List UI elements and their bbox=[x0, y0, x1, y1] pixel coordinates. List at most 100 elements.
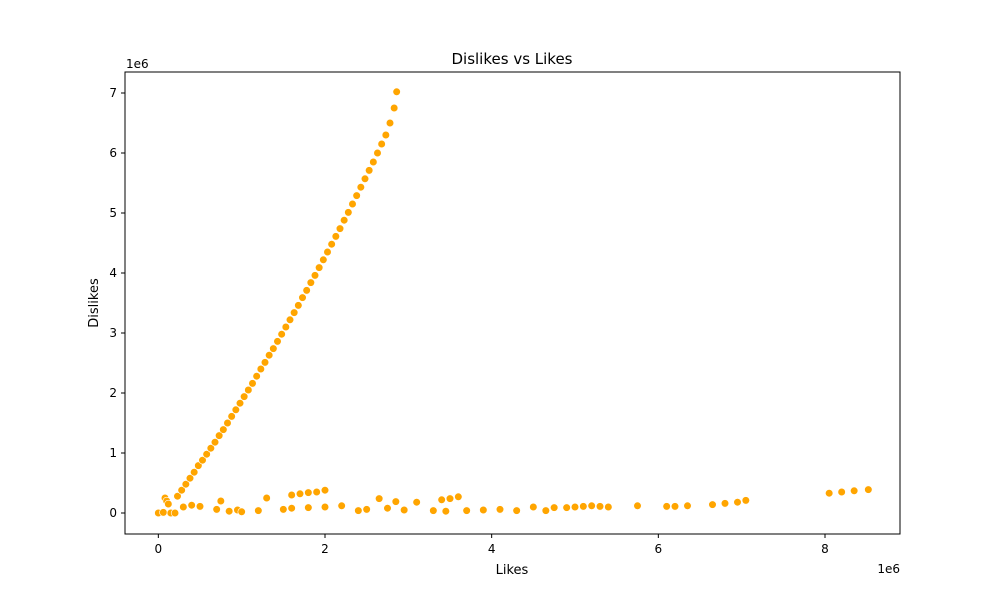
scatter-point bbox=[170, 508, 180, 518]
plot-frame bbox=[124, 71, 901, 535]
scatter-point bbox=[260, 358, 270, 367]
scatter-point bbox=[215, 431, 224, 440]
scatter-point bbox=[287, 490, 296, 500]
scatter-point bbox=[385, 118, 395, 128]
scatter-point bbox=[287, 504, 296, 513]
scatter-point bbox=[279, 505, 288, 514]
y-tick-label: 0 bbox=[109, 506, 117, 520]
scatter-point bbox=[741, 496, 750, 505]
scatter-point bbox=[181, 480, 190, 489]
scatter-point bbox=[529, 502, 538, 512]
scatter-point bbox=[302, 286, 311, 295]
scatter-point bbox=[344, 208, 353, 217]
scatter-point bbox=[273, 337, 282, 346]
scatter-point bbox=[708, 500, 717, 509]
y-tick-label: 2 bbox=[109, 386, 117, 400]
scatter-point bbox=[604, 502, 613, 512]
y-tick-label: 4 bbox=[109, 266, 117, 280]
scatter-point bbox=[315, 263, 324, 272]
chart-title: Dislikes vs Likes bbox=[451, 50, 572, 68]
scatter-point bbox=[164, 499, 173, 509]
scatter-point bbox=[248, 379, 257, 388]
x-axis-ticks: 0 2 4 6 8 bbox=[155, 534, 829, 556]
y-tick-label: 5 bbox=[109, 206, 117, 220]
scatter-point bbox=[562, 503, 571, 512]
scatter-point bbox=[400, 505, 409, 515]
points-layer bbox=[154, 87, 873, 518]
scatter-point bbox=[206, 444, 215, 453]
scatter-point bbox=[683, 501, 692, 510]
y-tick-label: 1 bbox=[109, 446, 117, 460]
scatter-point bbox=[304, 503, 313, 512]
scatter-point bbox=[391, 497, 400, 506]
scatter-point bbox=[319, 255, 328, 264]
scatter-point bbox=[310, 271, 320, 280]
scatter-point bbox=[412, 498, 421, 507]
scatter-point bbox=[587, 501, 596, 510]
scatter-point bbox=[252, 372, 261, 381]
scatter-point bbox=[202, 450, 211, 459]
scatter-point bbox=[223, 418, 232, 428]
scatter-point bbox=[365, 166, 374, 175]
scatter-point bbox=[662, 502, 671, 511]
x-tick-label: 8 bbox=[821, 542, 829, 556]
scatter-point bbox=[265, 351, 274, 360]
x-tick-label: 0 bbox=[155, 542, 163, 556]
scatter-point bbox=[352, 191, 361, 200]
scatter-point bbox=[390, 103, 399, 113]
x-axis-label: Likes bbox=[496, 563, 529, 578]
scatter-point bbox=[198, 456, 207, 465]
scatter-point bbox=[850, 486, 859, 495]
scatter-point bbox=[356, 183, 365, 192]
scatter-point bbox=[381, 130, 390, 140]
scatter-point bbox=[541, 506, 550, 515]
scatter-point bbox=[235, 399, 245, 408]
scatter-point bbox=[441, 507, 450, 516]
scatter-point bbox=[294, 301, 303, 310]
scatter-point bbox=[375, 494, 384, 503]
scatter-point bbox=[495, 505, 505, 514]
scatter-point bbox=[340, 216, 349, 225]
scatter-point bbox=[277, 330, 286, 339]
scatter-point bbox=[331, 232, 340, 241]
scatter-point bbox=[231, 405, 240, 414]
scatter-point bbox=[227, 412, 236, 421]
scatter-point bbox=[320, 502, 330, 512]
y-tick-label: 3 bbox=[109, 326, 117, 340]
scatter-point bbox=[194, 461, 203, 470]
scatter-point bbox=[304, 488, 313, 497]
scatter-point bbox=[254, 506, 263, 515]
scatter-point bbox=[269, 344, 278, 353]
scatter-point bbox=[179, 502, 188, 512]
scatter-point bbox=[354, 506, 363, 515]
scatter-point bbox=[295, 489, 305, 498]
scatter-point bbox=[362, 505, 371, 514]
scatter-point bbox=[285, 315, 295, 324]
scatter-point bbox=[195, 502, 205, 511]
scatter-point bbox=[262, 493, 271, 503]
scatter-point bbox=[256, 364, 265, 374]
x-tick-label: 4 bbox=[488, 542, 496, 556]
scatter-point bbox=[337, 501, 346, 510]
scatter-point bbox=[579, 502, 588, 511]
scatter-point bbox=[306, 278, 315, 287]
scatter-point bbox=[335, 224, 345, 233]
scatter-point bbox=[670, 502, 680, 511]
x-axis-offset-text: 1e6 bbox=[877, 562, 900, 576]
scatter-point bbox=[633, 501, 642, 510]
scatter-point bbox=[825, 489, 834, 498]
scatter-point bbox=[240, 392, 249, 401]
scatter-point bbox=[360, 174, 370, 183]
scatter-point bbox=[462, 506, 471, 515]
scatter-point bbox=[210, 438, 220, 447]
scatter-point bbox=[237, 507, 246, 516]
scatter-point bbox=[281, 322, 290, 332]
scatter-point bbox=[479, 505, 488, 515]
scatter-point bbox=[225, 507, 234, 516]
scatter-point bbox=[320, 486, 330, 495]
y-tick-label: 6 bbox=[109, 146, 117, 160]
scatter-point bbox=[327, 240, 336, 249]
scatter-point bbox=[550, 503, 559, 512]
